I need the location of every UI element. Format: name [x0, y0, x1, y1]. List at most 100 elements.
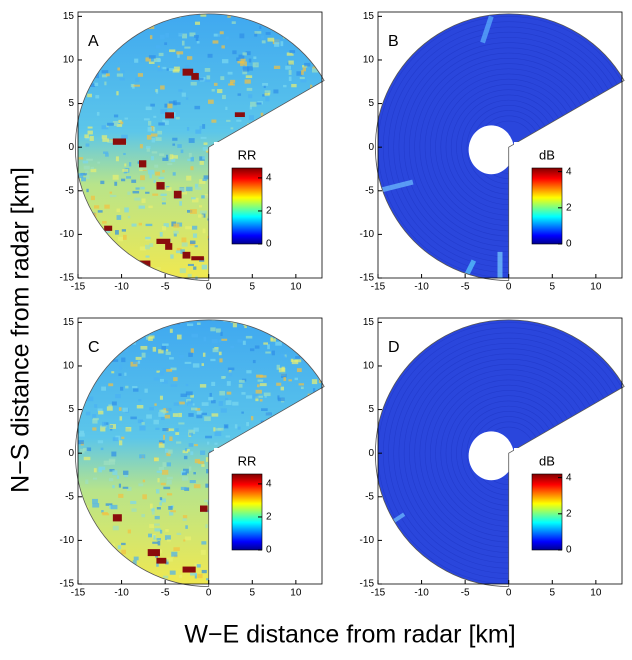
speckle [282, 132, 290, 136]
speckle [109, 32, 116, 37]
speckle [304, 62, 311, 67]
speckle [146, 135, 152, 140]
speckle [92, 427, 97, 431]
speckle [78, 89, 83, 92]
speckle [277, 254, 280, 259]
speckle [294, 420, 302, 425]
speckle [130, 361, 138, 367]
spot [182, 566, 196, 573]
speckle [267, 13, 275, 15]
speckle [225, 435, 231, 438]
speckle [288, 70, 292, 75]
speckle [162, 410, 167, 414]
speckle [139, 454, 146, 459]
speckle [204, 416, 211, 422]
speckle [117, 236, 124, 242]
x-axis-title: W−E distance from radar [km] [184, 621, 515, 649]
speckle [133, 84, 140, 87]
speckle [250, 272, 257, 277]
speckle [226, 568, 230, 573]
speckle [162, 368, 166, 372]
speckle [153, 419, 159, 425]
speckle [163, 486, 171, 490]
speckle [185, 97, 189, 100]
speckle [83, 456, 91, 461]
speckle [192, 363, 200, 368]
speckle [102, 74, 108, 78]
speckle [184, 536, 192, 541]
speckle [270, 139, 275, 143]
speckle [138, 483, 144, 487]
speckle [156, 470, 164, 473]
speckle [295, 116, 302, 120]
speckle [117, 545, 121, 550]
speckle [238, 379, 245, 383]
speckle [230, 441, 237, 445]
speckle [110, 424, 113, 428]
speckle [159, 378, 164, 382]
speckle [259, 25, 262, 30]
speckle [116, 91, 119, 96]
speckle [295, 144, 302, 148]
speckle [253, 56, 257, 60]
colorbar [231, 473, 263, 551]
speckle [302, 506, 308, 511]
speckle [299, 179, 306, 184]
speckle [182, 472, 187, 476]
speckle [140, 175, 145, 181]
speckle [292, 479, 298, 483]
speckle [209, 247, 212, 251]
speckle [292, 354, 296, 357]
speckle [276, 126, 279, 131]
speckle [308, 440, 314, 443]
speckle [211, 381, 216, 387]
colorbar-tick-label: 2 [266, 206, 272, 217]
speckle [200, 549, 206, 555]
colorbar-title: RR [238, 453, 257, 468]
speckle [219, 570, 224, 574]
speckle [284, 248, 292, 252]
speckle [232, 50, 237, 55]
spot [156, 238, 171, 244]
speckle [288, 213, 292, 218]
speckle [181, 242, 188, 247]
speckle [226, 391, 232, 395]
speckle [183, 455, 188, 460]
speckle [230, 127, 234, 130]
x-tick-label: 10 [290, 282, 302, 293]
speckle [219, 264, 224, 268]
speckle [204, 67, 211, 72]
y-tick-label: 10 [363, 361, 375, 372]
speckle [103, 460, 111, 466]
speckle [157, 541, 161, 546]
speckle [128, 162, 132, 167]
speckle [123, 152, 126, 156]
speckle [210, 358, 216, 362]
speckle [177, 144, 182, 148]
speckle [91, 580, 98, 584]
speckle [98, 24, 103, 27]
speckle [167, 428, 174, 432]
speckle [173, 377, 178, 382]
speckle [90, 195, 95, 201]
speckle [241, 411, 244, 414]
speckle [307, 402, 315, 406]
speckle [118, 119, 122, 123]
x-tick-label: 5 [250, 588, 256, 599]
speckle [297, 539, 304, 544]
streak [377, 179, 414, 194]
speckle [81, 533, 87, 537]
radar-field [78, 13, 325, 281]
speckle [276, 364, 280, 370]
speckle [307, 96, 313, 102]
speckle [285, 171, 293, 174]
speckle [102, 421, 107, 427]
speckle [295, 467, 302, 471]
speckle [190, 451, 194, 456]
speckle [156, 562, 159, 567]
speckle [122, 407, 129, 412]
speckle [186, 127, 190, 131]
speckle [101, 386, 107, 391]
speckle [98, 466, 106, 471]
speckle [111, 43, 116, 46]
